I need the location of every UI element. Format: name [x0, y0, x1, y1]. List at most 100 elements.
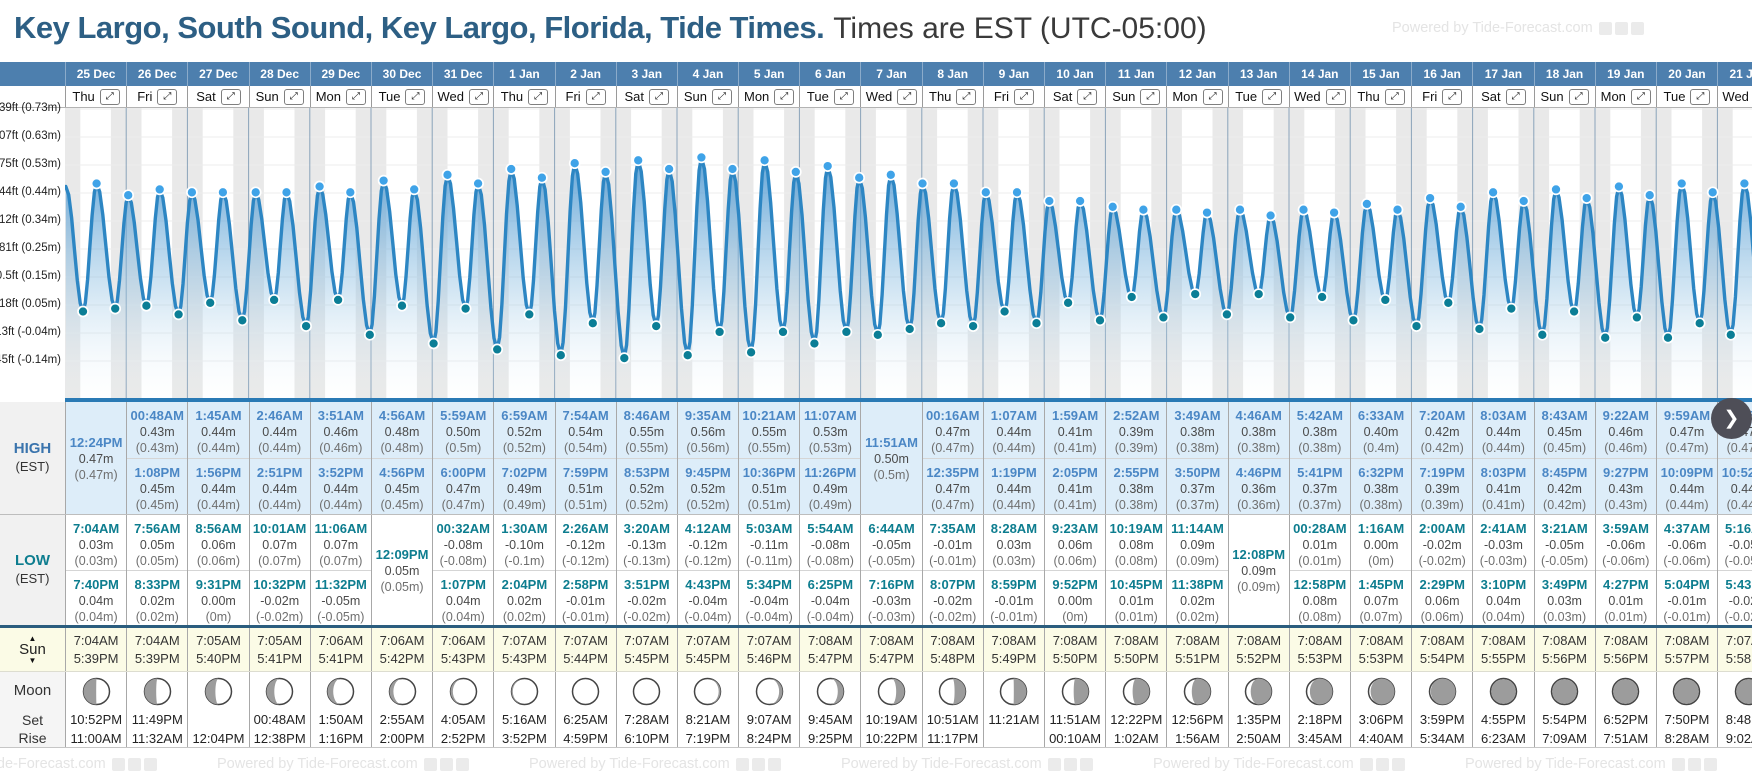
tide-time: 8:43AM	[1541, 408, 1588, 423]
date-cell: 8 Jan	[921, 62, 983, 86]
expand-icon-button[interactable]: ⤢	[897, 88, 918, 105]
expand-icon-button[interactable]: ⤢	[1262, 88, 1283, 105]
tide-time: 8:28AM	[990, 521, 1038, 536]
tide-height: 0.46m	[323, 425, 359, 439]
tide-height-paren: (0.07m)	[319, 554, 363, 568]
sunset-time: 5:41PM	[257, 651, 303, 666]
expand-icon-button[interactable]: ⤢	[1568, 88, 1589, 105]
high-tide-cell: 00:16AM 0.47m (0.47m) 12:35PM 0.47m (0.47m)	[921, 402, 983, 514]
moonrise-time: 7:51AM	[1594, 729, 1656, 747]
tide-time: 3:49AM	[1174, 408, 1221, 423]
sunset-time: 5:44PM	[563, 651, 608, 666]
expand-icon-button[interactable]: ⤢	[468, 88, 489, 105]
high-tide-cell: 8:03AM 0.44m (0.44m) 8:03PM 0.41m (0.41m)	[1472, 402, 1534, 514]
tide-height-paren: (-0.01m)	[561, 609, 610, 624]
expand-icon-button[interactable]: ⤢	[1325, 88, 1346, 105]
weekday-cell: Sat ⤢	[1472, 86, 1533, 107]
tide-time: 10:45PM	[1109, 576, 1163, 592]
moon-phase-cell	[1655, 672, 1717, 710]
date-cell: 27 Dec	[187, 62, 248, 86]
moonrise-time: 11:17PM	[921, 729, 983, 747]
tide-time: 7:16PM	[868, 576, 915, 592]
moonset-time: 8:48PM	[1717, 710, 1752, 729]
expand-icon-button[interactable]: ⤢	[1505, 88, 1526, 105]
low-tide-cell: 11:06AM 0.07m (0.07m) 11:32PM -0.05m (-0.05m)	[309, 515, 371, 625]
expand-icon-button[interactable]: ⤢	[1442, 88, 1463, 105]
moon-phase-cell	[1411, 672, 1472, 710]
moonset-time: 4:55PM	[1472, 710, 1533, 729]
expand-icon-button[interactable]: ⤢	[1202, 88, 1223, 105]
expand-icon-button[interactable]: ⤢	[157, 88, 178, 105]
tide-height: 0.04m	[78, 593, 114, 608]
expand-icon-button[interactable]: ⤢	[405, 88, 426, 105]
expand-icon-button[interactable]: ⤢	[283, 88, 304, 105]
moon-phase-icon	[143, 677, 172, 705]
low-tide-cell: 2:26AM -0.12m (-0.12m) 2:58PM -0.01m (-0.01m)	[554, 515, 616, 625]
moon-phase-cell	[1044, 672, 1105, 710]
low-tide-cell: 00:32AM -0.08m (-0.08m) 1:07PM 0.04m (0.04m)	[432, 515, 494, 625]
low-tide-entry: 2:26AM -0.12m (-0.12m)	[556, 515, 616, 570]
weekday-label: Sat	[1052, 89, 1073, 104]
expand-icon-button[interactable]: ⤢	[99, 88, 120, 105]
expand-icon-button[interactable]: ⤢	[1690, 88, 1711, 105]
moonrise-time: 10:22PM	[860, 729, 921, 747]
high-tide-cell: 1:07AM 0.44m (0.44m) 1:19PM 0.44m (0.44m)	[982, 402, 1044, 514]
tide-height: 0.09m	[1241, 563, 1277, 578]
tide-time: 11:32PM	[314, 576, 367, 592]
weekday-cell: Fri ⤢	[554, 86, 616, 107]
tide-height: 0.49m	[812, 482, 848, 496]
low-tide-row-label: LOW (EST)	[0, 515, 65, 625]
weekday-label: Tue	[1235, 89, 1258, 104]
expand-icon-button[interactable]: ⤢	[1384, 88, 1405, 105]
moon-phase-row: Moon	[0, 672, 1752, 710]
expand-icon-button[interactable]: ⤢	[774, 88, 795, 105]
y-axis-tick-label: -0.45ft (-0.14m)	[0, 354, 61, 366]
tide-time: 9:59AM	[1663, 408, 1711, 423]
tide-time: 12:24PM	[69, 434, 123, 450]
sunrise-time: 7:08AM	[807, 633, 853, 648]
tide-height-paren: (-0.02m)	[1724, 609, 1752, 624]
expand-icon-button[interactable]: ⤢	[956, 88, 977, 105]
tide-height-paren: (0.49m)	[808, 498, 852, 512]
expand-icon-button[interactable]: ⤢	[712, 88, 733, 105]
expand-icon-button[interactable]: ⤢	[1077, 88, 1098, 105]
tide-height: -0.05m	[872, 538, 911, 552]
expand-icon-button[interactable]: ⤢	[220, 88, 241, 105]
sunset-time: 5:45PM	[624, 651, 670, 666]
high-tide-cell: 6:59AM 0.52m (0.52m) 7:02PM 0.49m (0.49m)	[493, 402, 555, 514]
moonset-time: 11:51AM	[1044, 710, 1105, 729]
low-tide-entry: 3:10PM 0.04m (0.04m)	[1473, 569, 1534, 625]
tide-time: 1:16AM	[1357, 521, 1405, 536]
expand-icon-button[interactable]: ⤢	[528, 88, 549, 105]
high-tide-entry: 2:46AM 0.44m (0.44m)	[250, 402, 310, 458]
expand-icon-button[interactable]: ⤢	[345, 88, 366, 105]
y-axis-tick-label: 2.07ft (0.63m)	[0, 130, 61, 142]
moonset-time: 9:07AM	[738, 710, 799, 729]
expand-icon-button[interactable]: ⤢	[1630, 88, 1651, 105]
expand-icon-button[interactable]: ⤢	[1013, 88, 1034, 105]
moon-phase-cell	[493, 672, 554, 710]
tide-height-paren: (0.39m)	[1114, 441, 1158, 455]
tide-height-paren: (0.54m)	[564, 441, 608, 455]
sun-times-cell: 7:04AM 5:39PM	[126, 628, 187, 671]
tide-height: -0.03m	[872, 593, 911, 608]
next-page-button[interactable]: ❯	[1711, 398, 1752, 439]
tide-height: -0.02m	[260, 593, 300, 608]
tide-time: 11:07AM	[803, 408, 857, 423]
sunrise-icon: ▲	[28, 634, 37, 643]
sun-times-cell: 7:08AM 5:50PM	[1044, 628, 1105, 671]
expand-icon-button[interactable]: ⤢	[833, 88, 854, 105]
moon-phase-icon	[938, 677, 967, 705]
low-tide-entry: 12:08PM 0.09m (0.09m)	[1229, 546, 1289, 595]
tide-time: 8:03PM	[1480, 465, 1527, 480]
expand-icon-button[interactable]: ⤢	[585, 88, 606, 105]
moon-phase-icon	[510, 677, 539, 705]
expand-icon-button[interactable]: ⤢	[649, 88, 670, 105]
date-header-row: 25 Dec 26 Dec 27 Dec 28 Dec 29 Dec 30 Dec 31 D…	[0, 62, 1752, 86]
watermark-social-icons	[1671, 757, 1717, 771]
tide-height: 0.37m	[1302, 482, 1338, 496]
high-tide-cell: 11:51AM 0.50m (0.5m)	[860, 402, 921, 514]
sunset-time: 5:40PM	[196, 651, 241, 666]
tide-height-paren: (0.43m)	[135, 441, 179, 455]
expand-icon-button[interactable]: ⤢	[1140, 88, 1161, 105]
